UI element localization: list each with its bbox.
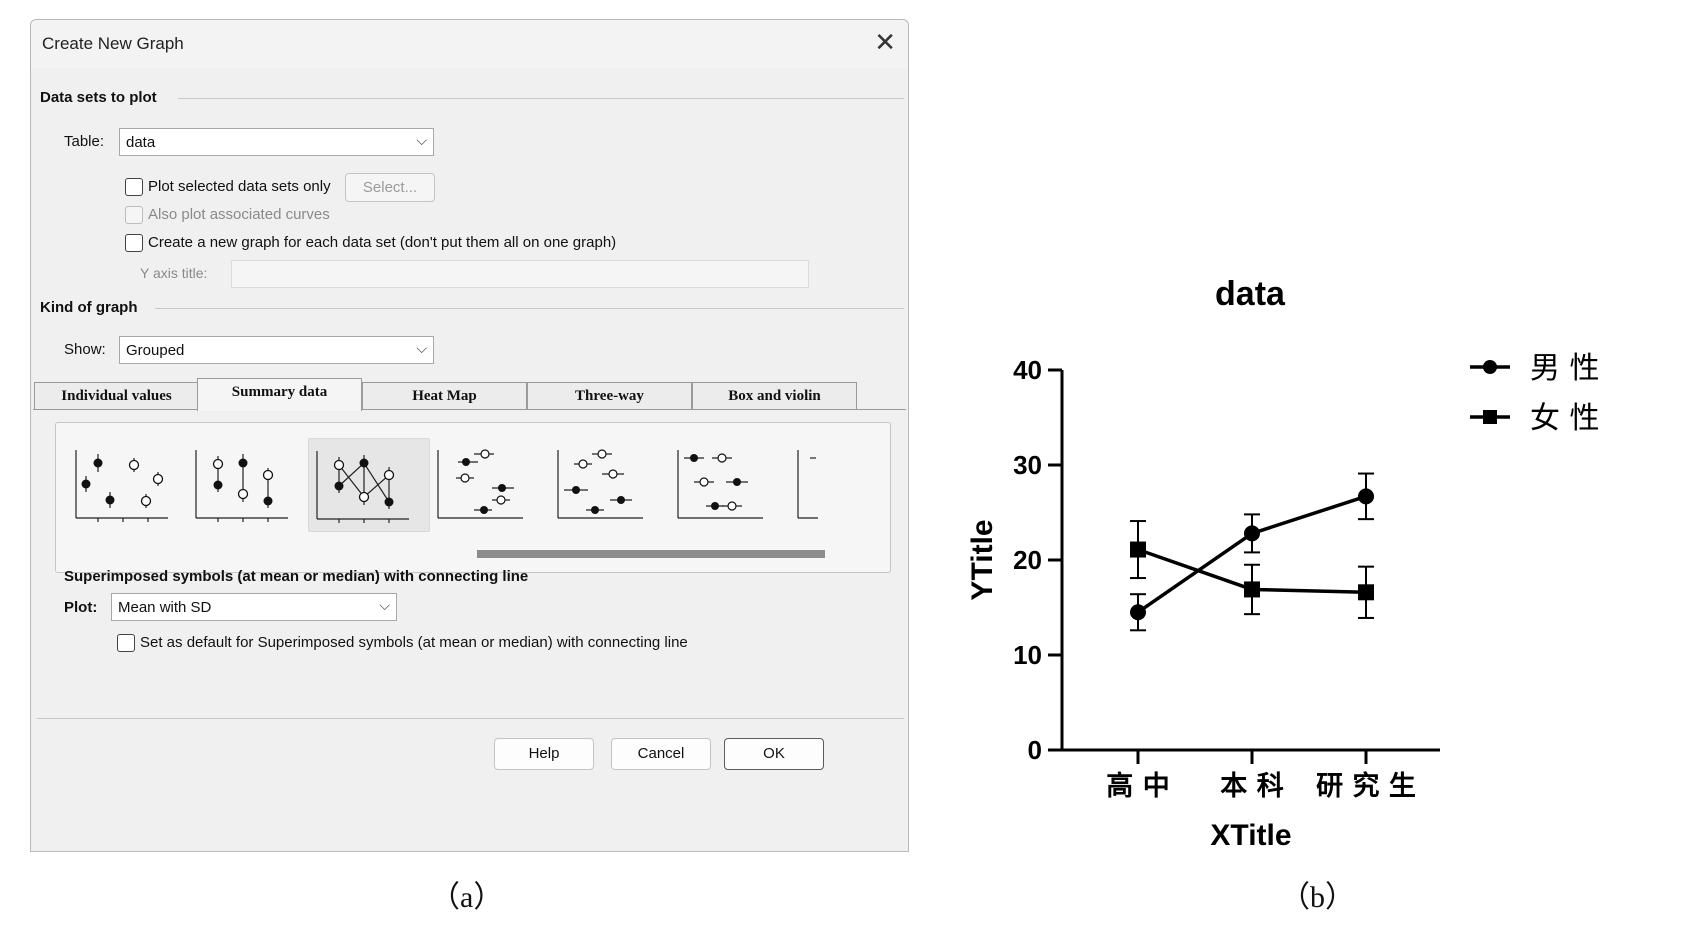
y-tick-label: 0 (1028, 735, 1042, 765)
tab-summary-data[interactable]: Summary data (197, 378, 362, 411)
cancel-button[interactable]: Cancel (611, 738, 711, 770)
help-button[interactable]: Help (494, 738, 594, 770)
show-select[interactable]: Grouped ⌵ (119, 336, 434, 364)
horizontal-scatter-icon (437, 449, 523, 519)
y-axis-label: YTitle (966, 519, 999, 600)
data-point (1130, 604, 1146, 621)
x-tick-label: 高 中 (1106, 770, 1169, 802)
graph-description: Superimposed symbols (at mean or median)… (64, 568, 529, 585)
chart-title: data (1215, 275, 1286, 313)
legend-label: 男 性 (1530, 351, 1600, 386)
group-data-sets: Data sets to plot (40, 89, 157, 106)
show-select-value: Grouped (126, 342, 185, 359)
data-point (1358, 488, 1374, 505)
also-plot-label: Also plot associated curves (148, 206, 330, 223)
legend-marker (1483, 360, 1497, 374)
chevron-down-icon: ⌵ (416, 132, 427, 148)
data-point (1130, 541, 1146, 558)
tab-heat-map[interactable]: Heat Map (362, 382, 527, 410)
footer-divider (37, 718, 904, 719)
superimposed-line-icon (316, 451, 409, 523)
graph-type-gallery (55, 422, 891, 573)
dialog-title: Create New Graph (42, 34, 184, 53)
plot-label: Plot: (64, 599, 98, 616)
plot-selected-checkbox[interactable] (125, 178, 143, 196)
interleaved-icon (195, 450, 288, 522)
thumb-interleaved[interactable] (188, 438, 308, 530)
chevron-down-icon: ⌵ (379, 597, 390, 613)
select-button[interactable]: Select... (345, 173, 435, 202)
create-new-graph-dialog: Create New Graph ✕ Data sets to plot Tab… (30, 19, 909, 852)
new-graph-each-label: Create a new graph for each data set (do… (148, 234, 617, 251)
table-label: Table: (64, 133, 105, 150)
tab-box-and-violin[interactable]: Box and violin (692, 382, 857, 410)
data-point (1358, 584, 1374, 601)
chevron-down-icon: ⌵ (416, 340, 427, 356)
thumb-partial[interactable] (788, 438, 818, 530)
partial-graph-icon (797, 450, 818, 519)
y-axis-title-label: Y axis title: (140, 265, 208, 281)
legend-label: 女 性 (1530, 401, 1600, 436)
table-select[interactable]: data ⌵ (119, 128, 434, 156)
y-tick-label: 10 (1013, 640, 1042, 670)
horizontal-scatter-icon (557, 449, 643, 519)
plot-selected-label: Plot selected data sets only (148, 178, 331, 195)
new-graph-each-checkbox[interactable] (125, 234, 143, 252)
close-icon[interactable]: ✕ (874, 27, 896, 57)
y-axis-title-input[interactable] (231, 260, 809, 288)
x-tick-label: 本 科 (1220, 771, 1283, 802)
plot-select[interactable]: Mean with SD ⌵ (111, 593, 397, 621)
caption-b: （b） (1280, 881, 1355, 914)
scatter-bar-icon (75, 450, 168, 522)
thumb-horizontal-3[interactable] (668, 438, 788, 530)
group-kind-of-graph: Kind of graph (40, 299, 138, 316)
x-axis-label: XTitle (1210, 819, 1291, 852)
plot-select-value: Mean with SD (118, 599, 212, 616)
legend-marker (1483, 410, 1497, 424)
y-tick-label: 40 (1013, 355, 1042, 385)
thumb-horizontal-1[interactable] (428, 438, 548, 530)
horizontal-grouped-icon (677, 450, 763, 519)
title-bar: Create New Graph ✕ (31, 20, 908, 68)
thumb-horizontal-2[interactable] (548, 438, 668, 530)
tab-three-way[interactable]: Three-way (527, 382, 692, 410)
data-point (1244, 581, 1260, 598)
group-divider (155, 308, 904, 309)
ok-button[interactable]: OK (724, 738, 824, 770)
show-label: Show: (64, 341, 106, 358)
set-default-checkbox[interactable] (117, 634, 135, 652)
line-chart: data 0 10 20 30 40 高 中 本 科 研 究 生 XTitle YTitle 男 性女… (966, 275, 1600, 852)
tab-individual-values[interactable]: Individual values (34, 382, 199, 410)
data-point (1244, 525, 1260, 542)
gallery-scrollbar[interactable] (477, 550, 825, 558)
y-tick-label: 30 (1013, 450, 1042, 480)
y-tick-label: 20 (1013, 545, 1042, 575)
table-select-value: data (126, 134, 156, 151)
caption-a: （a） (430, 881, 504, 914)
also-plot-checkbox[interactable] (125, 206, 143, 224)
thumb-scatter-bar[interactable] (68, 438, 188, 530)
x-tick-label: 研 究 生 (1316, 770, 1416, 802)
thumb-superimposed-line[interactable] (308, 438, 430, 532)
set-default-label: Set as default for Superimposed symbols … (140, 634, 688, 651)
group-divider (178, 98, 904, 99)
